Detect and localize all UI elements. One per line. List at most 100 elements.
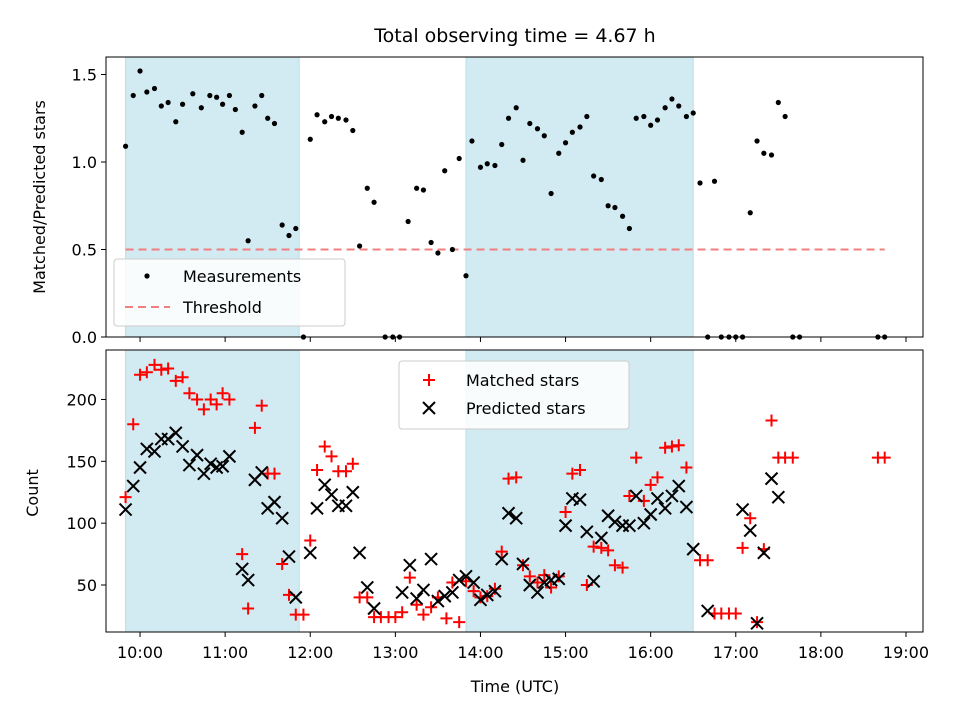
matched-point <box>268 467 281 480</box>
measurement-point <box>619 213 626 219</box>
predicted-point <box>622 518 637 533</box>
matched-point <box>197 403 210 416</box>
predicted-point <box>700 604 715 618</box>
bottom-y-tick-label: 200 <box>66 390 97 409</box>
predicted-point <box>686 542 700 556</box>
matched-point <box>574 463 587 476</box>
matched-point <box>216 387 229 400</box>
measurement-point <box>158 103 164 109</box>
predicted-point <box>452 573 466 587</box>
measurement-point <box>562 140 569 146</box>
predicted-point <box>140 442 154 456</box>
predicted-point <box>282 549 296 564</box>
measurement-point <box>335 115 341 121</box>
measurement-point <box>612 204 618 211</box>
matched-point <box>665 440 678 453</box>
measurement-point <box>226 92 233 99</box>
predicted-point <box>672 479 686 493</box>
matched-point <box>616 561 629 574</box>
bottom-y-tick-label: 100 <box>66 514 97 533</box>
matched-point <box>425 601 438 614</box>
measurement-point <box>556 150 562 156</box>
predicted-point <box>318 478 332 492</box>
matched-point <box>510 471 523 484</box>
bottom-legend-frame <box>398 360 630 430</box>
measurement-point <box>245 238 251 244</box>
measurement-point <box>259 92 265 99</box>
measurement-point <box>219 101 226 107</box>
measurement-point <box>405 218 411 225</box>
legend-matched-label: Matched stars <box>466 371 579 390</box>
matched-point <box>339 465 352 478</box>
measurement-point <box>207 92 213 99</box>
measurement-point <box>520 157 526 163</box>
predicted-point <box>608 515 622 529</box>
matched-point <box>403 571 416 584</box>
measurement-point <box>130 92 136 99</box>
measurement-point <box>252 103 258 109</box>
top-y-tick-label: 0.0 <box>72 328 97 347</box>
predicted-point <box>197 466 211 481</box>
matched-point <box>255 399 268 412</box>
matched-point <box>389 611 402 624</box>
predicted-point <box>637 516 651 530</box>
matched-point <box>453 616 466 629</box>
matched-point <box>318 440 331 453</box>
matched-point <box>523 570 536 583</box>
measurement-point <box>420 187 427 193</box>
predicted-point <box>235 562 249 576</box>
measurement-point <box>190 91 196 97</box>
predicted-point <box>395 585 409 600</box>
bottom-axes-frame <box>105 349 924 633</box>
measurement-point <box>654 117 661 123</box>
measurement-point <box>179 101 186 107</box>
matched-point <box>325 450 338 463</box>
x-tick-label: 18:00 <box>798 643 844 662</box>
matched-point <box>140 366 153 379</box>
predicted-point <box>215 459 230 473</box>
measurement-point <box>662 105 668 111</box>
matched-point <box>878 451 891 464</box>
predicted-point <box>275 511 289 525</box>
predicted-point <box>255 465 269 480</box>
matched-point <box>644 478 657 491</box>
bottom-y-axis-label: Count <box>23 469 42 517</box>
matched-point <box>304 534 317 547</box>
predicted-point <box>360 580 374 595</box>
predicted-point <box>222 449 237 464</box>
matched-point <box>440 612 453 625</box>
measurement-point <box>569 129 575 135</box>
measurement-point <box>371 199 377 205</box>
predicted-point <box>501 506 516 520</box>
legend-predicted-label: Predicted stars <box>466 399 586 418</box>
measurement-point <box>449 246 455 253</box>
measurement-point <box>768 152 775 158</box>
measurement-point <box>626 225 632 232</box>
measurement-point <box>469 138 475 144</box>
predicted-point <box>445 585 460 600</box>
measurement-point <box>697 180 703 186</box>
matched-point <box>659 441 672 454</box>
matched-point <box>602 544 615 557</box>
predicted-point <box>735 502 750 517</box>
x-tick-label: 14:00 <box>457 643 503 662</box>
top-y-axis-label: Matched/Predicted stars <box>30 100 49 294</box>
predicted-point <box>466 575 481 590</box>
predicted-point <box>147 444 162 459</box>
measurement-point <box>484 161 490 167</box>
predicted-point <box>203 457 218 471</box>
predicted-point <box>509 511 523 525</box>
matched-point <box>566 467 579 480</box>
matched-point <box>587 540 600 553</box>
matched-point <box>786 451 799 464</box>
matched-point <box>495 545 508 558</box>
matched-point <box>346 457 359 470</box>
matched-point <box>191 393 204 406</box>
measurement-point <box>591 173 597 179</box>
matched-point <box>119 491 132 504</box>
x-tick-label: 10:00 <box>117 643 163 662</box>
predicted-point <box>750 616 764 631</box>
predicted-point <box>629 489 643 503</box>
measurement-point <box>137 68 143 74</box>
